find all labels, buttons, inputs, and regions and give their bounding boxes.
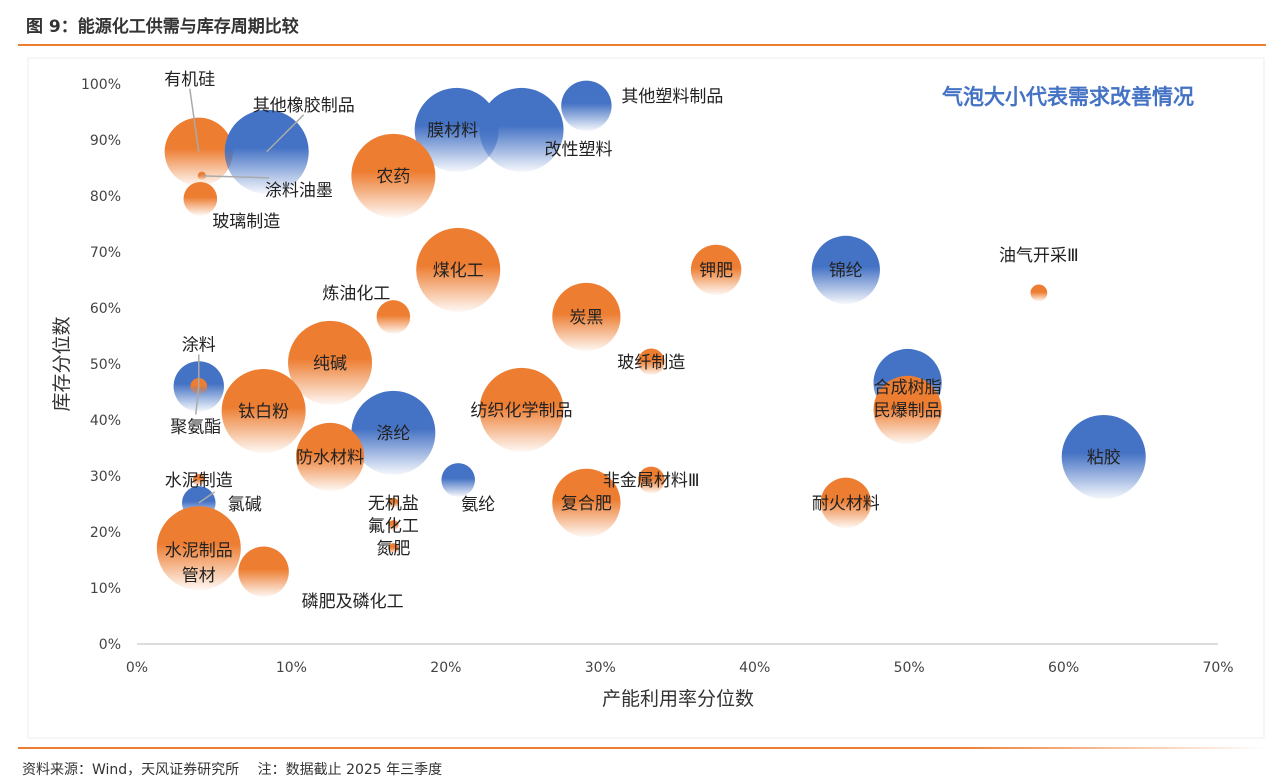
bubble-label: 涂料油墨 <box>265 181 333 201</box>
bubble-label: 民爆制品 <box>874 401 942 421</box>
y-tick-label: 50% <box>90 357 121 373</box>
bubble-label: 纺织化学制品 <box>471 401 573 421</box>
bubble-size-annotation: 气泡大小代表需求改善情况 <box>941 85 1194 109</box>
bubble-label: 复合肥 <box>561 494 612 514</box>
bubble-label: 钛白粉 <box>238 402 289 422</box>
bubble <box>820 477 872 529</box>
bubble <box>183 182 218 216</box>
x-tick-label: 20% <box>430 660 461 676</box>
bubble-label: 其他塑料制品 <box>621 87 723 107</box>
bubble <box>416 227 501 312</box>
bubble <box>192 473 205 486</box>
bubble-label: 锦纶 <box>829 261 863 281</box>
leader-line <box>189 88 200 152</box>
bubble <box>388 543 399 554</box>
bubble-label: 粘胶 <box>1087 448 1121 468</box>
bubble-label: 涂料 <box>182 335 216 355</box>
bubble <box>414 87 499 172</box>
bubble <box>221 369 306 454</box>
plot-frame <box>27 57 1265 739</box>
bubble <box>156 506 241 591</box>
bubble <box>811 235 880 305</box>
bubble-label: 有机硅 <box>164 70 215 90</box>
bubble-label: 涤纶 <box>376 424 410 444</box>
source-note: 资料来源：Wind，天风证券研究所 注：数据截止 2025 年三季度 <box>22 762 443 778</box>
bubble <box>873 375 942 445</box>
bubble-label: 煤化工 <box>433 261 484 281</box>
x-tick-label: 60% <box>1048 660 1079 676</box>
leader-line <box>201 175 269 179</box>
x-tick-label: 0% <box>126 660 148 676</box>
bubble <box>637 348 665 376</box>
bubble-label: 水泥制造 <box>165 471 233 491</box>
bubble-label: 炼油化工 <box>322 284 390 304</box>
bubble <box>479 367 564 452</box>
bubble <box>388 520 399 531</box>
bubble <box>1061 414 1146 499</box>
bubble-label: 非金属材料Ⅲ <box>603 471 700 491</box>
bubble <box>238 546 289 597</box>
title-divider <box>18 44 1266 46</box>
bubble-label: 无机盐 <box>368 494 419 514</box>
x-tick-label: 10% <box>276 660 307 676</box>
bubble-label: 玻纤制造 <box>617 353 685 373</box>
leader-line <box>198 491 216 504</box>
x-tick-label: 50% <box>894 660 925 676</box>
bubble-label: 膜材料 <box>427 121 478 141</box>
bubble <box>552 282 621 352</box>
bubble <box>479 87 564 172</box>
bubble-label: 聚氨酯 <box>170 417 221 437</box>
x-axis-label: 产能利用率分位数 <box>602 688 754 710</box>
y-tick-label: 30% <box>90 469 121 485</box>
y-tick-label: 40% <box>90 413 121 429</box>
bubble <box>690 244 742 296</box>
bubble-label: 炭黑 <box>569 308 603 328</box>
bubble <box>561 80 612 132</box>
bubble-label: 合成树脂 <box>874 378 942 398</box>
bubble <box>637 466 665 494</box>
bubble-label: 玻璃制造 <box>212 212 280 232</box>
bubble <box>351 390 436 475</box>
bubble-label: 氨纶 <box>461 495 495 515</box>
y-tick-label: 20% <box>90 525 121 541</box>
x-tick-label: 70% <box>1202 660 1233 676</box>
y-tick-label: 60% <box>90 301 121 317</box>
y-tick-label: 10% <box>90 581 121 597</box>
y-tick-label: 70% <box>90 245 121 261</box>
bubble <box>1030 284 1048 302</box>
leader-line <box>195 386 200 415</box>
bubble-label: 改性塑料 <box>545 140 613 160</box>
y-tick-label: 80% <box>90 189 121 205</box>
y-axis-label: 库存分位数 <box>51 316 73 411</box>
bubble-label: 磷肥及磷化工 <box>302 592 404 612</box>
bubble-label: 其他橡胶制品 <box>253 96 355 116</box>
bubble <box>552 468 621 538</box>
bubble-label: 油气开采Ⅲ <box>999 246 1079 266</box>
bubble-label: 纯碱 <box>313 354 347 374</box>
bubble <box>388 497 399 509</box>
bubble-label: 氮肥 <box>376 539 410 559</box>
bubble-label: 氯碱 <box>228 495 262 515</box>
bubble <box>376 300 411 334</box>
bubble-label: 农药 <box>376 167 410 187</box>
x-tick-label: 30% <box>585 660 616 676</box>
leader-line <box>266 114 305 153</box>
x-tick-label: 40% <box>739 660 770 676</box>
footer-divider <box>18 747 1266 749</box>
bubble-label: 耐火材料 <box>812 494 880 514</box>
y-tick-label: 0% <box>99 637 121 653</box>
bubble-label: 氟化工 <box>368 516 419 536</box>
bubble-label: 钾肥 <box>699 261 733 281</box>
bubble-label: 水泥制品管材 <box>165 541 233 586</box>
bubble-label: 防水材料 <box>296 448 364 468</box>
figure-title: 图 9：能源化工供需与库存周期比较 <box>26 17 299 37</box>
bubble <box>295 422 365 492</box>
bubble <box>288 320 373 405</box>
bubble <box>441 463 476 497</box>
y-tick-label: 100% <box>81 77 121 93</box>
y-tick-label: 90% <box>90 133 121 149</box>
bubble <box>351 133 436 218</box>
